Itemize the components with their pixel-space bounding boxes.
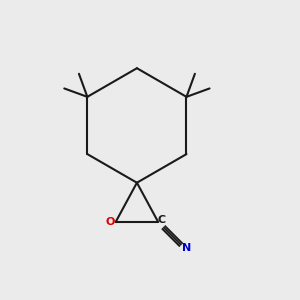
Text: C: C	[158, 215, 166, 225]
Text: O: O	[105, 217, 115, 227]
Text: N: N	[182, 243, 191, 253]
